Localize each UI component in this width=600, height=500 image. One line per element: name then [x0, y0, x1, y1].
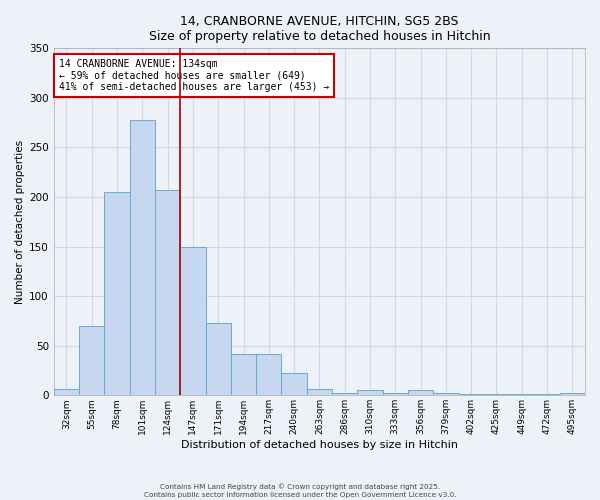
Y-axis label: Number of detached properties: Number of detached properties [15, 140, 25, 304]
Bar [307, 390, 332, 396]
Title: 14, CRANBORNE AVENUE, HITCHIN, SG5 2BS
Size of property relative to detached hou: 14, CRANBORNE AVENUE, HITCHIN, SG5 2BS S… [149, 15, 490, 43]
Text: Contains HM Land Registry data © Crown copyright and database right 2025.
Contai: Contains HM Land Registry data © Crown c… [144, 484, 456, 498]
X-axis label: Distribution of detached houses by size in Hitchin: Distribution of detached houses by size … [181, 440, 458, 450]
Bar [484, 394, 509, 396]
Bar [206, 323, 231, 396]
Bar [383, 394, 408, 396]
Bar [458, 394, 484, 396]
Bar [560, 394, 585, 396]
Bar [332, 394, 358, 396]
Bar [509, 394, 535, 396]
Bar [79, 326, 104, 396]
Bar [358, 390, 383, 396]
Bar [180, 246, 206, 396]
Bar [281, 374, 307, 396]
Bar [104, 192, 130, 396]
Bar [231, 354, 256, 396]
Bar [535, 394, 560, 396]
Bar [130, 120, 155, 396]
Bar [433, 394, 458, 396]
Text: 14 CRANBORNE AVENUE: 134sqm
← 59% of detached houses are smaller (649)
41% of se: 14 CRANBORNE AVENUE: 134sqm ← 59% of det… [59, 58, 329, 92]
Bar [256, 354, 281, 396]
Bar [155, 190, 180, 396]
Bar [54, 390, 79, 396]
Bar [408, 390, 433, 396]
